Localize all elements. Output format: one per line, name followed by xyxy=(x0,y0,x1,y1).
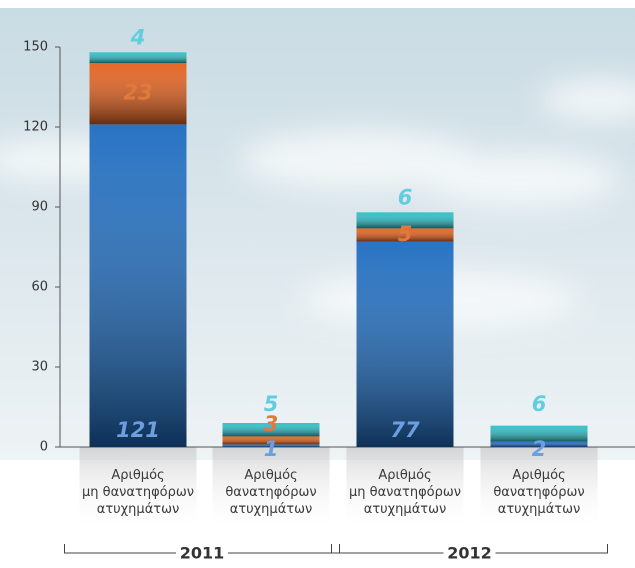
value-label: 4 xyxy=(130,25,146,49)
value-label: 6 xyxy=(532,392,547,416)
label-backdrop xyxy=(212,447,330,532)
bar-shade xyxy=(89,63,187,125)
y-tick-label: 30 xyxy=(31,360,48,375)
label-backdrop xyxy=(346,447,464,532)
y-tick-label: 120 xyxy=(23,120,48,135)
value-label: 77 xyxy=(390,418,420,442)
value-label: 3 xyxy=(264,412,279,436)
value-label: 6 xyxy=(398,185,413,209)
x-tick-label: Αριθμός θανατηφόρων ατυχημάτων xyxy=(493,468,585,517)
bar-shade xyxy=(490,441,588,447)
bar-shade xyxy=(490,425,588,442)
y-tick-label: 0 xyxy=(40,440,48,455)
group-label: 2012 xyxy=(447,544,492,563)
group-label-bg xyxy=(176,543,228,563)
y-tick-label: 60 xyxy=(31,280,48,295)
group-label: 2011 xyxy=(180,544,225,563)
value-label: 5 xyxy=(398,222,413,246)
y-tick-label: 90 xyxy=(31,200,48,215)
label-backdrop xyxy=(79,447,197,532)
bar-shade xyxy=(222,423,320,437)
bar-shade xyxy=(222,436,320,445)
bar-shade xyxy=(89,52,187,63)
bar-shade xyxy=(356,241,454,447)
x-tick-label: Αριθμός θανατηφόρων ατυχημάτων xyxy=(225,468,317,517)
group-label-bg xyxy=(443,543,496,563)
bar-shade xyxy=(356,228,454,242)
value-label: 2 xyxy=(532,437,547,461)
x-tick-label: Αριθμός μη θανατηφόρων ατυχημάτων xyxy=(349,468,461,517)
value-label: 23 xyxy=(123,81,152,105)
label-backdrop xyxy=(480,447,598,532)
x-tick-label: Αριθμός μη θανατηφόρων ατυχημάτων xyxy=(82,468,194,517)
bar-shade xyxy=(356,212,454,229)
value-label: 5 xyxy=(264,392,279,416)
value-label: 1 xyxy=(264,437,279,461)
value-label: 121 xyxy=(116,418,160,442)
bar-shade xyxy=(222,444,320,447)
bar-shade xyxy=(89,124,187,447)
y-tick-label: 150 xyxy=(23,40,48,55)
